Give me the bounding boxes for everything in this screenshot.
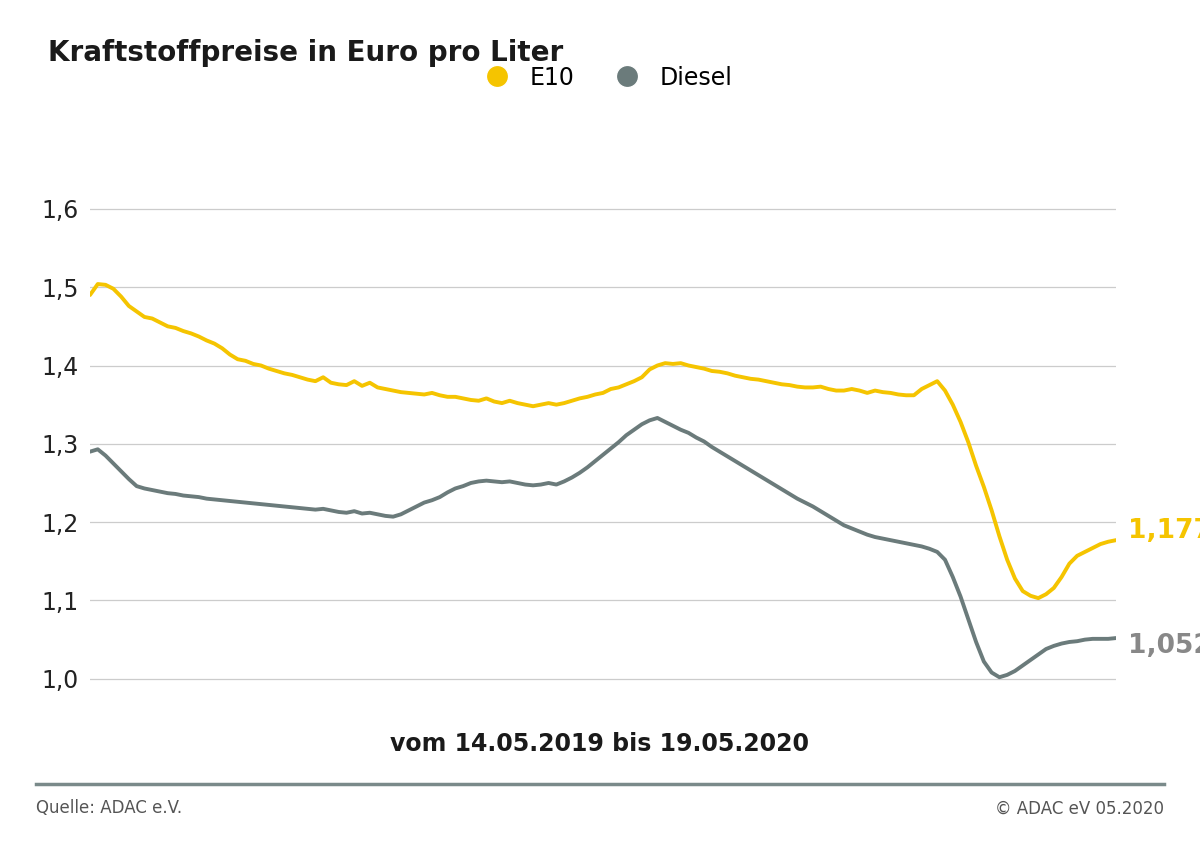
Text: Quelle: ADAC e.V.: Quelle: ADAC e.V. xyxy=(36,799,182,818)
Legend: E10, Diesel: E10, Diesel xyxy=(464,56,742,99)
Text: Kraftstoffpreise in Euro pro Liter: Kraftstoffpreise in Euro pro Liter xyxy=(48,39,563,67)
Text: © ADAC eV 05.2020: © ADAC eV 05.2020 xyxy=(995,799,1164,818)
Text: 1,052: 1,052 xyxy=(1128,633,1200,659)
Text: vom 14.05.2019 bis 19.05.2020: vom 14.05.2019 bis 19.05.2020 xyxy=(390,732,810,756)
Text: 1,177: 1,177 xyxy=(1128,518,1200,544)
